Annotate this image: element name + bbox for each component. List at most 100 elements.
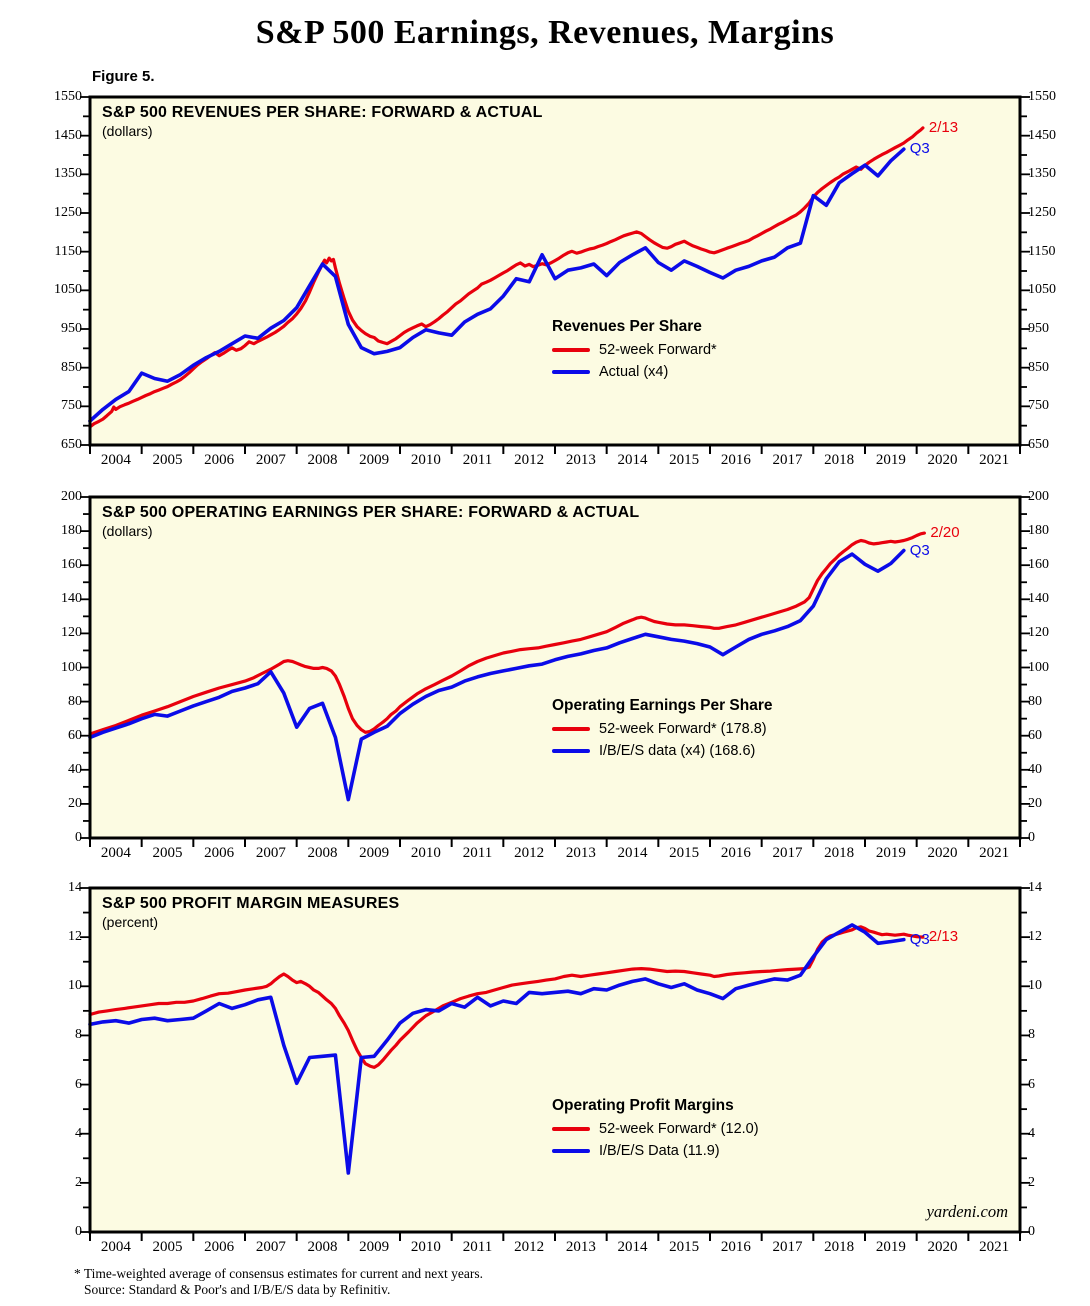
legend-revenues-title: Revenues Per Share xyxy=(552,318,702,335)
plot-border xyxy=(88,95,1022,447)
x-axis-year-label: 2017 xyxy=(772,1239,803,1255)
y-axis-label-left: 60 xyxy=(68,727,82,743)
x-axis-year-label: 2019 xyxy=(875,1239,906,1255)
x-axis-year-label: 2006 xyxy=(204,452,235,468)
y-axis-label-left: 120 xyxy=(61,625,82,641)
x-axis-year-label: 2011 xyxy=(462,845,493,861)
y-axis-label-right: 120 xyxy=(1028,625,1049,641)
x-axis-year-label: 2014 xyxy=(617,845,648,861)
blue-line-swatch xyxy=(552,370,590,375)
x-axis-year-label: 2018 xyxy=(824,452,855,468)
y-axis-label-right: 750 xyxy=(1028,398,1049,414)
x-axis-year-label: 2011 xyxy=(462,452,493,468)
y-axis-label-left: 1050 xyxy=(54,282,82,298)
x-axis-year-label: 2020 xyxy=(927,452,958,468)
y-axis-label-right: 14 xyxy=(1028,880,1042,895)
legend-earnings: Operating Earnings Per Share 52-week For… xyxy=(552,697,773,762)
x-axis-year-label: 2009 xyxy=(359,452,390,468)
y-axis-label-right: 1250 xyxy=(1028,205,1056,220)
x-axis-year-label: 2011 xyxy=(462,1239,493,1255)
x-axis-year-label: 2009 xyxy=(359,845,390,861)
y-axis-label-right: 140 xyxy=(1028,591,1049,607)
figure-label: Figure 5. xyxy=(92,68,155,85)
x-axis-year-label: 2013 xyxy=(565,1239,596,1255)
y-axis-label-right: 1550 xyxy=(1028,89,1056,104)
footnotes: * Time-weighted average of consensus est… xyxy=(74,1266,483,1298)
branding-yardeni: yardeni.com xyxy=(926,1202,1008,1221)
y-axis-label-left: 180 xyxy=(61,523,82,539)
x-axis-year-label: 2008 xyxy=(307,845,338,861)
x-axis-year-label: 2007 xyxy=(255,1239,286,1255)
x-axis-year-label: 2008 xyxy=(307,452,338,468)
x-axis-year-label: 2019 xyxy=(875,845,906,861)
y-axis-label-right: 0 xyxy=(1028,1224,1035,1239)
x-axis-year-label: 2004 xyxy=(100,845,131,861)
x-axis-year-label: 2014 xyxy=(617,1239,648,1255)
y-axis-label-right: 950 xyxy=(1028,321,1049,336)
plot-border xyxy=(88,886,1022,1234)
y-axis-label-left: 12 xyxy=(68,929,82,945)
y-axis-label-left: 6 xyxy=(75,1076,82,1092)
y-axis-label-right: 2 xyxy=(1028,1174,1035,1190)
y-axis-label-left: 0 xyxy=(75,830,82,845)
annotation-actual-quarter: Q3 xyxy=(909,140,930,158)
page-title: S&P 500 Earnings, Revenues, Margins xyxy=(255,14,835,51)
x-axis-year-label: 2021 xyxy=(979,1239,1010,1255)
x-axis-year-label: 2005 xyxy=(152,845,183,861)
plot-border xyxy=(88,495,1022,840)
y-axis-label-left: 8 xyxy=(75,1027,82,1043)
x-axis-year-label: 2020 xyxy=(927,1239,958,1255)
y-axis-label-left: 750 xyxy=(61,398,82,414)
legend-entry-label: 52-week Forward* (178.8) xyxy=(599,721,767,737)
legend-entry-label: I/B/E/S data (x4) (168.6) xyxy=(599,743,756,759)
y-axis-label-left: 1150 xyxy=(54,243,82,259)
panel-revenues-subtitle: (dollars) xyxy=(102,123,153,139)
x-axis-year-label: 2005 xyxy=(152,1239,183,1255)
y-axis-label-left: 0 xyxy=(75,1224,82,1239)
x-axis-year-label: 2012 xyxy=(514,1239,545,1255)
y-axis-label-right: 6 xyxy=(1028,1076,1035,1092)
x-axis-year-label: 2020 xyxy=(927,845,958,861)
panel-revenues-title: S&P 500 REVENUES PER SHARE: FORWARD & AC… xyxy=(102,104,543,121)
y-axis-label-left: 850 xyxy=(61,359,82,375)
legend-entry-actual: Actual (x4) xyxy=(552,361,717,383)
legend-margins: Operating Profit Margins 52-week Forward… xyxy=(552,1097,759,1162)
x-axis-year-label: 2004 xyxy=(100,452,131,468)
y-axis-label-right: 1450 xyxy=(1028,127,1056,143)
plot-background xyxy=(90,497,1020,838)
y-axis-label-left: 2 xyxy=(75,1174,82,1190)
y-axis-label-right: 12 xyxy=(1028,929,1042,945)
annotation-actual-quarter: Q3 xyxy=(909,930,930,948)
series-line-forward xyxy=(88,531,927,736)
panel-margins-subtitle: (percent) xyxy=(102,914,159,930)
x-axis-year-label: 2004 xyxy=(100,1239,131,1255)
x-axis-year-label: 2010 xyxy=(410,1239,441,1255)
x-axis-year-label: 2016 xyxy=(720,845,751,861)
legend-earnings-title: Operating Earnings Per Share xyxy=(552,697,773,714)
y-axis-label-left: 100 xyxy=(61,659,82,675)
y-axis-label-right: 40 xyxy=(1028,761,1042,777)
blue-line-swatch xyxy=(552,749,590,754)
x-axis-year-label: 2008 xyxy=(307,1239,338,1255)
y-axis-label-left: 14 xyxy=(68,880,82,895)
legend-entry-forward: 52-week Forward* xyxy=(552,339,717,361)
x-axis-year-label: 2010 xyxy=(410,452,441,468)
legend-entry-label: Actual (x4) xyxy=(599,364,669,380)
chart-plot-0 xyxy=(80,95,1030,454)
y-axis-label-right: 4 xyxy=(1028,1125,1035,1141)
y-axis-label-left: 1350 xyxy=(54,166,82,182)
legend-entry-actual: I/B/E/S Data (11.9) xyxy=(552,1140,759,1162)
y-axis-label-right: 850 xyxy=(1028,359,1049,375)
y-axis-label-right: 1150 xyxy=(1028,243,1056,259)
x-axis-year-label: 2017 xyxy=(772,452,803,468)
panel-margins-header: S&P 500 PROFIT MARGIN MEASURES (percent) xyxy=(102,895,399,930)
y-axis-label-left: 80 xyxy=(68,693,82,709)
x-axis-year-label: 2015 xyxy=(669,452,700,468)
red-line-swatch xyxy=(552,348,590,353)
legend-entry-forward: 52-week Forward* (178.8) xyxy=(552,718,773,740)
x-axis-year-label: 2015 xyxy=(669,845,700,861)
chart-plot-2 xyxy=(80,886,1030,1241)
y-axis-label-right: 650 xyxy=(1028,437,1049,452)
y-axis-label-right: 200 xyxy=(1028,489,1049,504)
legend-entry-actual: I/B/E/S data (x4) (168.6) xyxy=(552,740,773,762)
